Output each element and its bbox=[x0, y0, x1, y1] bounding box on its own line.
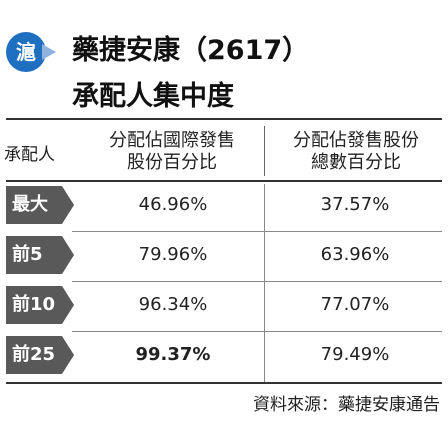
source-note: 資料來源：藥捷安康通告 bbox=[253, 395, 440, 415]
column-header-1-line-2: 股份百分比 bbox=[127, 152, 217, 173]
table-cell-intl-share: 79.96% bbox=[138, 244, 208, 265]
row-label-tip bbox=[62, 286, 74, 324]
row-label: 前10 bbox=[6, 286, 62, 324]
column-header-2: 分配佔發售股份 總數百分比 bbox=[268, 130, 444, 174]
table-cell-total-share: 79.49% bbox=[320, 344, 390, 365]
row-divider bbox=[72, 281, 442, 282]
row-header-label: 承配人 bbox=[4, 145, 55, 165]
row-label-tip bbox=[62, 336, 74, 374]
logo-text: 滬 bbox=[16, 40, 36, 64]
logo-arrow-icon bbox=[42, 44, 56, 60]
header-divider bbox=[264, 126, 265, 176]
table-cell-intl-share: 46.96% bbox=[138, 194, 208, 215]
table-row-top1: 最大 46.96% 37.57% bbox=[6, 186, 442, 224]
row-label: 前25 bbox=[6, 336, 62, 374]
title-line-2: 承配人集中度 bbox=[72, 81, 234, 112]
row-divider bbox=[72, 231, 442, 232]
row-divider bbox=[72, 331, 442, 332]
table-cell-total-share: 37.57% bbox=[320, 194, 390, 215]
row-label-tip bbox=[62, 186, 74, 224]
column-divider bbox=[264, 184, 265, 382]
table-row-top25: 前25 99.37% 79.49% bbox=[6, 336, 442, 374]
table-cell-total-share: 77.07% bbox=[320, 294, 390, 315]
header-bottom-rule bbox=[6, 180, 442, 182]
column-header-1-line-1: 分配佔國際發售 bbox=[109, 130, 235, 151]
table-row-top10: 前10 96.34% 77.07% bbox=[6, 286, 442, 324]
title-line-1: 藥捷安康（2617） bbox=[72, 35, 310, 66]
table-cell-total-share: 63.96% bbox=[320, 244, 390, 265]
table-cell-intl-share: 99.37% bbox=[135, 344, 211, 365]
row-label-tip bbox=[62, 236, 74, 274]
logo-badge: 滬 bbox=[6, 32, 46, 72]
table-cell-intl-share: 96.34% bbox=[138, 294, 208, 315]
column-header-2-line-2: 總數百分比 bbox=[311, 152, 401, 173]
row-label: 最大 bbox=[6, 186, 62, 224]
row-label: 前5 bbox=[6, 236, 62, 274]
table-bottom-rule bbox=[6, 382, 442, 384]
header-top-rule bbox=[6, 118, 442, 120]
column-header-2-line-1: 分配佔發售股份 bbox=[293, 130, 419, 151]
table-row-top5: 前5 79.96% 63.96% bbox=[6, 236, 442, 274]
column-header-1: 分配佔國際發售 股份百分比 bbox=[80, 130, 264, 174]
